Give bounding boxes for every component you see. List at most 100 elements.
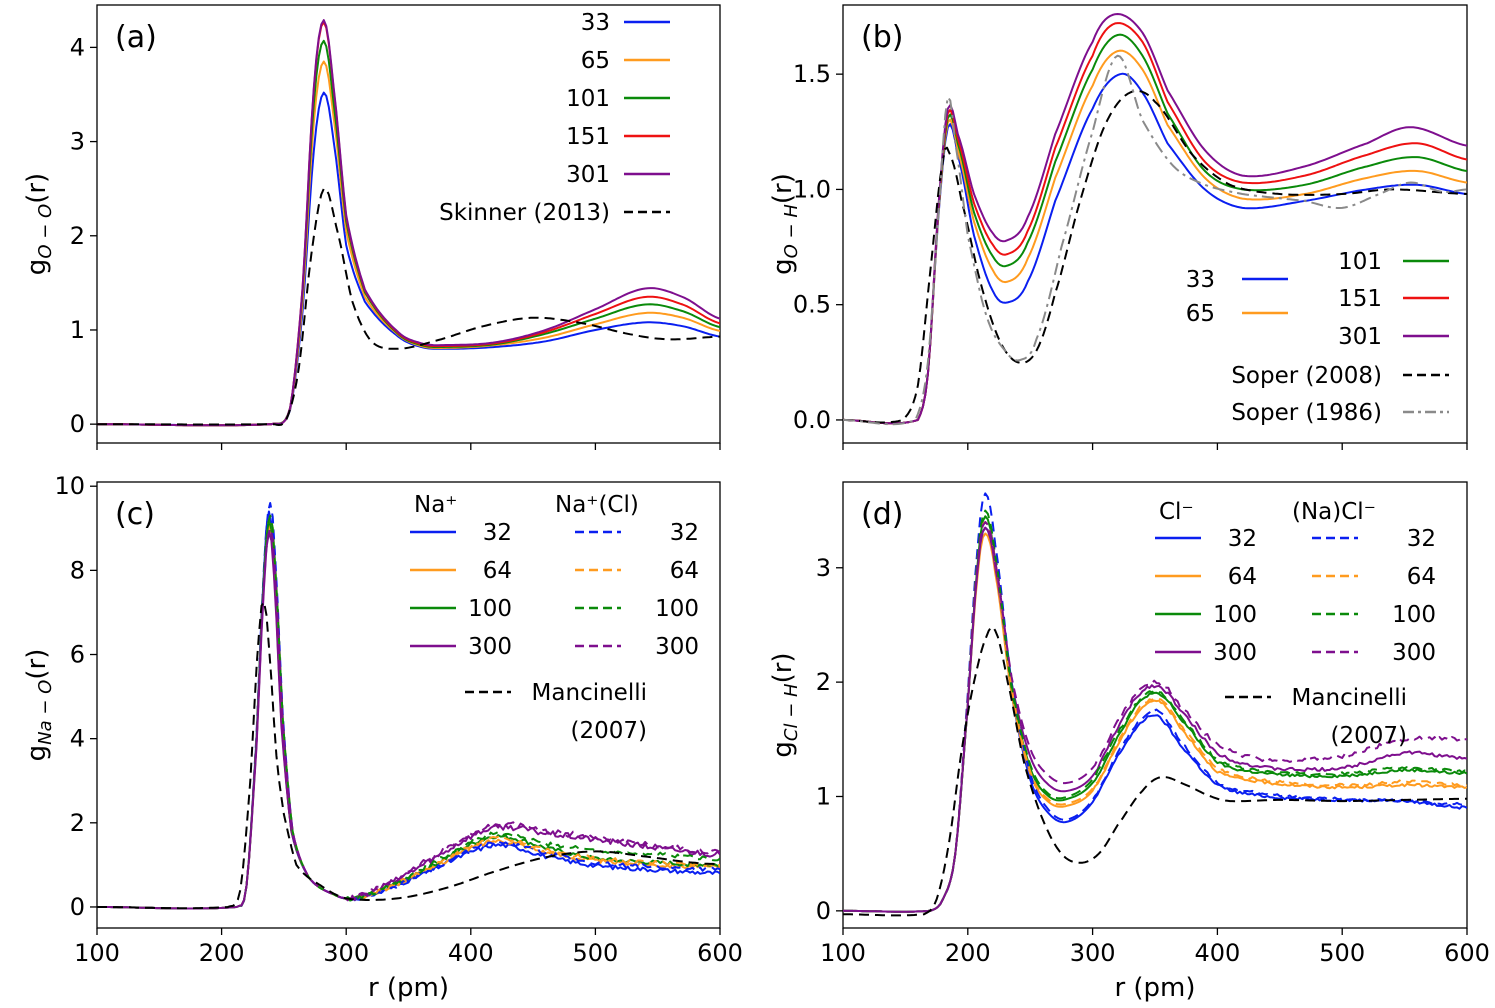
y-tick-label: 3 — [816, 554, 831, 582]
series-line-301 — [97, 19, 720, 427]
legend-label: 300 — [1213, 640, 1257, 666]
legend-label: (2007) — [1331, 723, 1407, 749]
y-tick-label: 2 — [70, 222, 85, 250]
series-line-100-dashed — [97, 514, 720, 910]
series-line-100-dashed — [843, 509, 1467, 913]
y-tick-label: 8 — [70, 556, 85, 584]
legend: 33 65 101 151 301 Soper (2008) Soper (1986) — [1186, 249, 1449, 426]
legend-label: Skinner (2013) — [439, 200, 610, 226]
y-tick-label: 4 — [70, 33, 85, 61]
plot-area — [97, 502, 720, 910]
plot-area — [843, 13, 1467, 426]
x-tick-label: 100 — [74, 939, 120, 967]
legend-label: 64 — [1407, 564, 1436, 590]
y-tick-label: 1 — [816, 782, 831, 810]
plot-frame — [842, 481, 1468, 929]
legend-label: 100 — [655, 596, 699, 622]
series-line-32 — [843, 526, 1467, 913]
y-axis-label: gNa − O(r) — [22, 649, 56, 762]
panel-label: (c) — [115, 497, 155, 532]
y-axis-label: gCl − H(r) — [768, 652, 802, 757]
series-line-65 — [97, 60, 720, 427]
legend-label: 151 — [566, 124, 610, 150]
y-tick-label: 2 — [816, 668, 831, 696]
x-tick-label: 200 — [199, 939, 245, 967]
x-tick-label: 400 — [1194, 939, 1240, 967]
panel-d: 100 200 300 400 500 600 0 1 2 3 r (pm) gCl − H(r) (d… — [768, 481, 1490, 1003]
legend-label: 300 — [468, 634, 512, 660]
series-line-mancinelli-2007--dashed — [97, 600, 720, 910]
series-line-64 — [97, 523, 720, 910]
y-tick-label: 6 — [70, 641, 85, 669]
series-line-300-dashed — [843, 521, 1467, 913]
legend-label: 33 — [1186, 267, 1215, 293]
plot-frame — [96, 481, 721, 929]
series-line-soper-2008--dashed — [843, 89, 1467, 424]
legend-label: Cl⁻ — [1159, 499, 1194, 525]
legend-label: (2007) — [571, 718, 647, 744]
legend-label: 300 — [655, 634, 699, 660]
y-tick-label: 0 — [70, 410, 85, 438]
y-tick-label: 1.0 — [793, 175, 831, 203]
plot-frame — [842, 4, 1468, 444]
legend: 33 65 101 151 301 Skinner (2013) — [439, 10, 670, 226]
legend-label: 33 — [581, 10, 610, 36]
legend-label: 301 — [566, 162, 610, 188]
legend-label: 65 — [581, 48, 610, 74]
y-tick-label: 0 — [816, 897, 831, 925]
y-axis-label: gO − O(r) — [22, 173, 56, 275]
series-line-64-dashed — [97, 514, 720, 910]
legend-label: Na⁺(Cl) — [555, 492, 639, 518]
legend-label: Soper (2008) — [1231, 363, 1382, 389]
legend-label: 65 — [1186, 301, 1215, 327]
legend-label: 100 — [1392, 602, 1436, 628]
panel-label: (d) — [861, 497, 903, 532]
x-tick-label: 500 — [572, 939, 618, 967]
panel-label: (b) — [861, 20, 903, 55]
legend-label: 151 — [1338, 286, 1382, 312]
y-tick-label: 1.5 — [793, 60, 831, 88]
y-tick-label: 0.0 — [793, 406, 831, 434]
legend: Na⁺ Na⁺(Cl) 32 64 100 300 32 64 100 300 Mancinelli… — [410, 492, 699, 744]
legend-label: 32 — [483, 520, 512, 546]
legend-label: 101 — [1338, 249, 1382, 275]
y-tick-label: 3 — [70, 128, 85, 156]
x-tick-label: 600 — [1444, 939, 1490, 967]
y-axis-label: gO − H(r) — [768, 173, 802, 275]
panel-label: (a) — [115, 20, 157, 55]
panel-c: 100 200 300 400 500 600 0 2 4 6 8 10 r (pm) gNa − O(r… — [22, 472, 743, 1003]
x-tick-label: 300 — [323, 939, 369, 967]
x-tick-label: 400 — [448, 939, 494, 967]
series-line-32 — [97, 510, 720, 910]
series-line-100 — [97, 518, 720, 910]
x-tick-label: 100 — [820, 939, 866, 967]
series-line-mancinelli-2007--dashed — [843, 626, 1467, 917]
x-tick-label: 300 — [1070, 939, 1116, 967]
legend-label: 64 — [1228, 564, 1257, 590]
legend-label: 300 — [1392, 640, 1436, 666]
x-tick-label: 200 — [945, 939, 991, 967]
plot-area — [97, 19, 720, 427]
legend-label: 100 — [468, 596, 512, 622]
legend-label: Mancinelli — [532, 680, 647, 706]
x-axis-label: r (pm) — [368, 973, 449, 1003]
legend-label: 32 — [1407, 526, 1436, 552]
legend-label: 301 — [1338, 324, 1382, 350]
plot-area — [843, 492, 1467, 917]
series-line-64-dashed — [843, 521, 1467, 913]
series-line-soper-1986--dashdot — [843, 54, 1467, 426]
plot-frame — [96, 4, 721, 444]
series-line-skinner-2013--dashed — [97, 187, 720, 426]
legend: Cl⁻ (Na)Cl⁻ 32 64 100 300 32 64 100 300 Mancinelli… — [1155, 499, 1436, 749]
x-axis-label: r (pm) — [1114, 973, 1195, 1003]
legend-label: 64 — [483, 558, 512, 584]
legend-label: Mancinelli — [1292, 685, 1407, 711]
y-tick-label: 4 — [70, 725, 85, 753]
legend-label: 32 — [1228, 526, 1257, 552]
legend-label: 32 — [670, 520, 699, 546]
y-tick-label: 0.5 — [793, 291, 831, 319]
y-tick-label: 2 — [70, 809, 85, 837]
series-line-151 — [97, 21, 720, 427]
legend-label: 64 — [670, 558, 699, 584]
